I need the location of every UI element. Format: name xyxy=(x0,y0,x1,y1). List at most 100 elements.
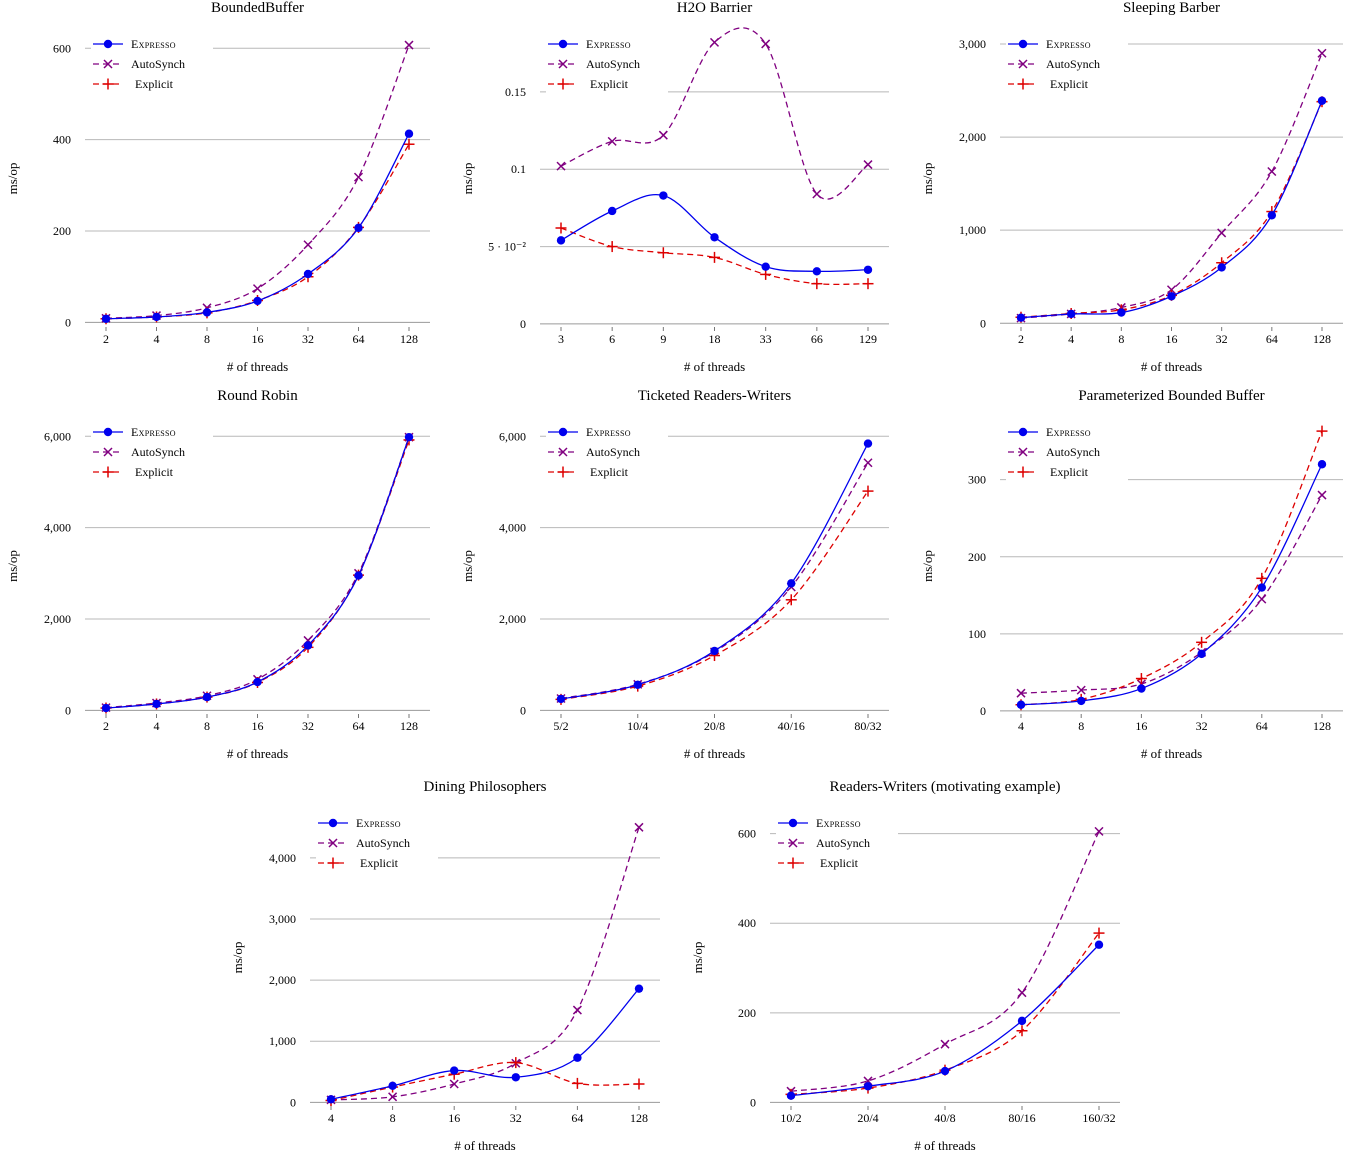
chart-dining-philosophers-series-autosynch-point-5 xyxy=(634,822,644,832)
chart-boundedbuffer-legend-autosynch: AutoSynch xyxy=(93,57,185,71)
chart-boundedbuffer-series-expresso-point-5 xyxy=(354,223,363,233)
chart-readers-writers-motivating-example-legend-expresso: Expresso xyxy=(778,816,861,830)
chart-h2o-barrier-series-expresso-point-6 xyxy=(863,265,873,274)
chart-sleeping-barber-series-expresso-point-5 xyxy=(1267,211,1277,220)
chart-boundedbuffer-ytick-label: 400 xyxy=(53,133,71,147)
chart-boundedbuffer-title: BoundedBuffer xyxy=(211,0,304,16)
chart-dining-philosophers-ytick-label: 1,000 xyxy=(269,1034,296,1048)
chart-ticketed-readers-writers-series-autosynch-point-4 xyxy=(863,458,873,468)
chart-ticketed-readers-writers-xlabel: # of threads xyxy=(684,746,745,761)
chart-boundedbuffer-xtick-label: 32 xyxy=(302,332,314,346)
chart-readers-writers-motivating-example-series-autosynch-point-2 xyxy=(940,1039,950,1049)
chart-sleeping-barber-legend-autosynch-label: AutoSynch xyxy=(1046,57,1100,71)
chart-round-robin-legend-explicit: Explicit xyxy=(93,465,174,479)
chart-h2o-barrier-legend-expresso: Expresso xyxy=(548,37,631,51)
chart-sleeping-barber-legend-expresso-label: Expresso xyxy=(1046,37,1091,51)
chart-boundedbuffer-xtick-label: 8 xyxy=(204,332,210,346)
chart-h2o-barrier-legend-explicit: Explicit xyxy=(548,77,629,91)
chart-ticketed-readers-writers-series-expresso-point-3 xyxy=(787,579,796,588)
chart-boundedbuffer-series-expresso-point-4 xyxy=(303,269,313,279)
chart-round-robin-ytick-label: 0 xyxy=(65,703,71,717)
chart-ticketed-readers-writers-legend-autosynch-label: AutoSynch xyxy=(586,445,640,459)
chart-dining-philosophers-xlabel: # of threads xyxy=(454,1138,515,1153)
chart-ticketed-readers-writers-series-expresso-line xyxy=(560,443,869,700)
chart-h2o-barrier-ytick-label: 0.15 xyxy=(505,85,526,99)
chart-parameterized-bounded-buffer-legend-explicit-label: Explicit xyxy=(1050,465,1089,479)
chart-h2o-barrier-ytick-label: 0.1 xyxy=(511,162,526,176)
chart-h2o-barrier-legend-autosynch: AutoSynch xyxy=(548,57,640,71)
chart-readers-writers-motivating-example-legend-autosynch-label: AutoSynch xyxy=(816,836,870,850)
chart-h2o-barrier-series-expresso-point-0 xyxy=(556,236,566,245)
chart-parameterized-bounded-buffer-ytick-label: 0 xyxy=(980,704,986,718)
chart-dining-philosophers-legend-autosynch-marker xyxy=(328,838,338,848)
chart-round-robin-legend-explicit-marker xyxy=(102,466,114,478)
chart-dining-philosophers-series-autosynch-point-4 xyxy=(572,1005,582,1015)
chart-readers-writers-motivating-example-series-expresso-point-4 xyxy=(1094,940,1104,949)
chart-h2o-barrier-series-autosynch-point-4 xyxy=(761,39,771,49)
chart-ticketed-readers-writers-xtick-label: 10/4 xyxy=(627,719,648,733)
chart-readers-writers-motivating-example-series-expresso-point-2 xyxy=(940,1066,950,1076)
chart-parameterized-bounded-buffer-series-expresso-point-4 xyxy=(1257,583,1267,592)
chart-dining-philosophers-series-expresso-point-2 xyxy=(450,1066,459,1075)
chart-h2o-barrier-xlabel: # of threads xyxy=(684,359,745,374)
chart-ticketed-readers-writers-xtick-label: 40/16 xyxy=(778,719,805,733)
chart-boundedbuffer-series-explicit-point-6 xyxy=(403,138,415,150)
chart-readers-writers-motivating-example-legend-explicit-label: Explicit xyxy=(820,856,859,870)
chart-dining-philosophers-series-explicit-point-4 xyxy=(571,1077,583,1089)
chart-readers-writers-motivating-example-series-explicit-point-3 xyxy=(1016,1025,1028,1037)
chart-ticketed-readers-writers-xtick-label: 20/8 xyxy=(704,719,725,733)
chart-dining-philosophers-series-explicit-line xyxy=(330,1061,640,1102)
chart-parameterized-bounded-buffer-legend-expresso-marker xyxy=(1018,427,1028,437)
chart-sleeping-barber-legend-autosynch-marker xyxy=(1018,59,1028,69)
chart-dining-philosophers-xtick-label: 8 xyxy=(390,1111,396,1125)
chart-h2o-barrier-series-explicit-point-0 xyxy=(555,222,567,234)
chart-dining-philosophers-ytick-label: 0 xyxy=(290,1095,296,1109)
chart-dining-philosophers-xtick-label: 4 xyxy=(328,1111,334,1125)
chart-sleeping-barber-legend-explicit-label: Explicit xyxy=(1050,77,1089,91)
chart-sleeping-barber-xtick-label: 4 xyxy=(1068,332,1074,346)
chart-parameterized-bounded-buffer-series-explicit-point-3 xyxy=(1196,636,1208,648)
chart-dining-philosophers-legend-explicit: Explicit xyxy=(318,856,399,870)
chart-boundedbuffer-series-expresso-point-0 xyxy=(101,314,111,323)
chart-h2o-barrier-title: H2O Barrier xyxy=(677,0,752,16)
chart-boundedbuffer-legend-explicit-marker xyxy=(102,78,114,90)
chart-sleeping-barber-series-expresso-point-6 xyxy=(1317,96,1327,105)
chart-parameterized-bounded-buffer-series-expresso-point-1 xyxy=(1077,696,1086,706)
chart-ticketed-readers-writers-legend-explicit-marker xyxy=(557,466,569,478)
chart-readers-writers-motivating-example-xtick-label: 160/32 xyxy=(1082,1111,1115,1125)
chart-readers-writers-motivating-example-legend-explicit: Explicit xyxy=(778,856,859,870)
chart-ticketed-readers-writers-ytick-label: 4,000 xyxy=(499,521,526,535)
chart-parameterized-bounded-buffer-series-autosynch-point-4 xyxy=(1257,594,1267,604)
chart-dining-philosophers-series-explicit-point-5 xyxy=(633,1078,645,1090)
chart-h2o-barrier-series-explicit-point-3 xyxy=(709,251,720,263)
chart-h2o-barrier-legend-expresso-label: Expresso xyxy=(586,37,631,51)
chart-round-robin-legend-expresso: Expresso xyxy=(93,425,176,439)
chart-readers-writers-motivating-example-legend-autosynch: AutoSynch xyxy=(778,836,870,850)
chart-parameterized-bounded-buffer-xtick-label: 32 xyxy=(1196,719,1208,733)
chart-dining-philosophers-series-autosynch-point-1 xyxy=(388,1092,398,1102)
chart-round-robin-ytick-label: 4,000 xyxy=(44,521,71,535)
chart-sleeping-barber-ytick-label: 0 xyxy=(980,316,986,330)
chart-round-robin-legend-autosynch: AutoSynch xyxy=(93,445,185,459)
chart-parameterized-bounded-buffer-legend-autosynch-marker xyxy=(1018,447,1028,457)
chart-dining-philosophers-xtick-label: 16 xyxy=(448,1111,460,1125)
chart-parameterized-bounded-buffer-xlabel: # of threads xyxy=(1141,746,1202,761)
chart-round-robin-series-expresso-point-5 xyxy=(354,571,363,580)
chart-readers-writers-motivating-example-ytick-label: 400 xyxy=(738,916,756,930)
chart-h2o-barrier-xtick-label: 18 xyxy=(709,332,721,346)
chart-readers-writers-motivating-example-ylabel: ms/op xyxy=(690,942,705,974)
chart-boundedbuffer-series-expresso-point-2 xyxy=(202,308,212,317)
chart-round-robin-legend-explicit-label: Explicit xyxy=(135,465,174,479)
chart-h2o-barrier-xtick-label: 3 xyxy=(558,332,564,346)
chart-h2o-barrier-xtick-label: 9 xyxy=(660,332,666,346)
chart-parameterized-bounded-buffer-xtick-label: 64 xyxy=(1256,719,1268,733)
chart-dining-philosophers-ytick-label: 3,000 xyxy=(269,912,296,926)
chart-h2o-barrier-xtick-label: 33 xyxy=(760,332,772,346)
chart-sleeping-barber-ytick-label: 1,000 xyxy=(959,223,986,237)
chart-readers-writers-motivating-example-series-autosynch-point-3 xyxy=(1017,988,1027,998)
chart-parameterized-bounded-buffer-legend-expresso: Expresso xyxy=(1008,425,1091,439)
chart-h2o-barrier-ytick-label: 5 · 10⁻² xyxy=(488,240,526,254)
chart-boundedbuffer-xtick-label: 16 xyxy=(252,332,264,346)
chart-sleeping-barber-xlabel: # of threads xyxy=(1141,359,1202,374)
chart-h2o-barrier-legend-autosynch-label: AutoSynch xyxy=(586,57,640,71)
